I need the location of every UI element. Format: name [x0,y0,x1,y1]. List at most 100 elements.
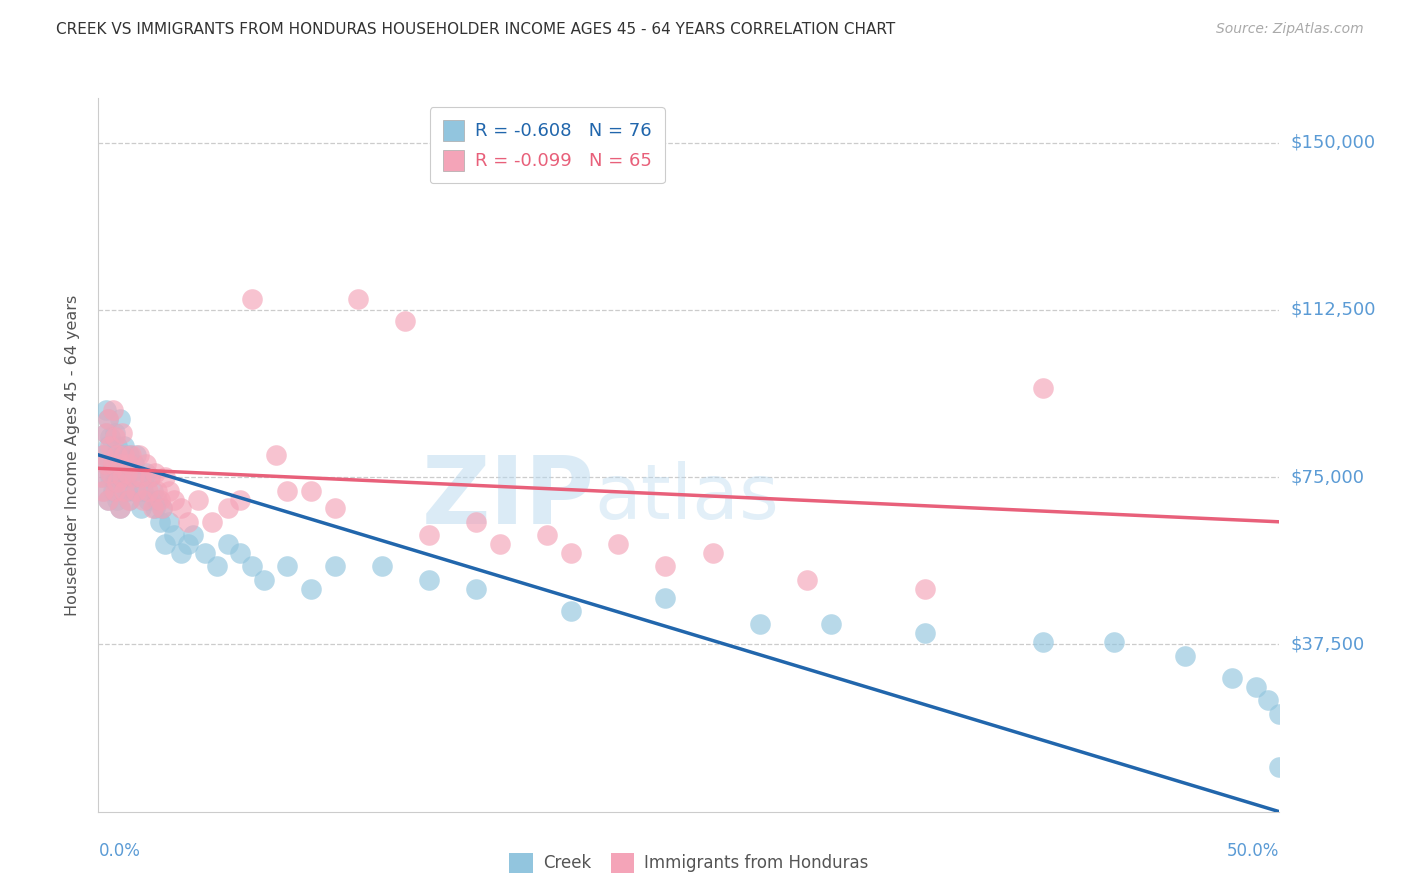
Point [98,466,121,480]
Point [90,470,112,484]
Point [150,501,173,516]
Point [163,492,186,507]
Legend: Creek, Immigrants from Honduras: Creek, Immigrants from Honduras [502,847,876,880]
Point [94,457,117,471]
Point [104,430,127,444]
Point [654,591,676,605]
Point [194,546,217,560]
Point [418,573,440,587]
Point [125,483,148,498]
Point [112,448,135,462]
Point [187,492,209,507]
Point [101,483,124,498]
Point [139,470,162,484]
Point [143,501,166,516]
Point [489,537,512,551]
Point [105,439,128,453]
Point [1268,706,1291,721]
Point [115,483,138,498]
Point [276,559,298,574]
Point [101,457,124,471]
Point [94,425,117,440]
Point [217,501,239,516]
Point [1102,635,1125,649]
Point [101,403,124,417]
Point [170,501,193,516]
Point [90,470,112,484]
Point [1257,693,1279,707]
Text: atlas: atlas [595,461,779,534]
Point [97,412,120,426]
Point [97,412,120,426]
Point [121,466,143,480]
Point [146,492,169,507]
Point [122,470,145,484]
Point [108,501,131,516]
Point [129,470,152,484]
Point [91,483,114,498]
Point [1268,760,1291,774]
Point [132,492,155,507]
Point [97,492,120,507]
Point [111,470,134,484]
Point [143,466,166,480]
Point [153,470,176,484]
Point [142,501,165,516]
Point [240,559,263,574]
Point [132,483,155,498]
Text: $75,000: $75,000 [1291,468,1365,486]
Point [122,483,145,498]
Point [1032,381,1054,395]
Point [201,515,224,529]
Point [136,492,159,507]
Y-axis label: Householder Income Ages 45 - 64 years: Householder Income Ages 45 - 64 years [65,294,80,615]
Point [135,466,157,480]
Point [97,439,120,453]
Point [112,439,135,453]
Point [240,292,263,306]
Point [105,448,128,462]
Point [177,515,200,529]
Point [128,470,150,484]
Point [217,537,239,551]
Point [253,573,276,587]
Point [122,457,145,471]
Point [536,528,558,542]
Point [115,466,138,480]
Point [1032,635,1054,649]
Point [205,559,228,574]
Point [128,448,150,462]
Point [299,483,322,498]
Point [229,492,252,507]
Point [157,483,180,498]
Point [98,439,121,453]
Point [914,626,936,640]
Point [135,457,157,471]
Point [118,448,141,462]
Point [299,582,322,596]
Point [104,448,127,462]
Text: $150,000: $150,000 [1291,134,1375,152]
Point [111,470,134,484]
Point [264,448,287,462]
Point [1220,671,1243,685]
Point [465,515,488,529]
Point [560,604,582,618]
Text: Source: ZipAtlas.com: Source: ZipAtlas.com [1216,22,1364,37]
Point [323,559,346,574]
Point [104,483,127,498]
Point [115,470,138,484]
Point [94,457,117,471]
Point [702,546,724,560]
Point [142,483,165,498]
Point [129,501,152,516]
Text: $112,500: $112,500 [1291,301,1376,319]
Point [91,448,114,462]
Point [94,403,117,417]
Point [94,425,117,440]
Point [170,546,193,560]
Point [465,582,488,596]
Point [146,483,169,498]
Point [149,492,172,507]
Point [98,430,121,444]
